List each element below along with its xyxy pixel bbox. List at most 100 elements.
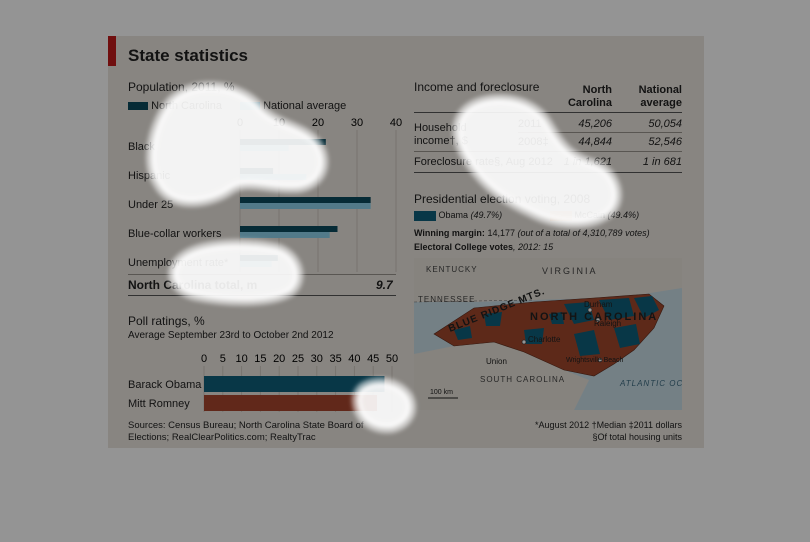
pop-tick-label: 0 [237, 117, 243, 129]
county-blue [634, 296, 659, 318]
county-blue [599, 298, 634, 320]
foreclosure-nc: 1 in 1,621 [563, 156, 612, 168]
sources-note: Sources: Census Bureau; North Carolina S… [128, 420, 364, 443]
income-nat-2011: 50,054 [648, 118, 682, 130]
poll-candidate-label: Mitt Romney [128, 398, 190, 410]
electoral-votes: Electoral College votes, 2012: 15 [414, 242, 553, 252]
nc-total-value: 9.7 [376, 278, 393, 292]
pop-tick-label: 10 [273, 117, 285, 129]
pop-bar [240, 174, 307, 180]
pop-bar [240, 226, 338, 232]
footnote-2: §Of total housing units [592, 432, 682, 442]
legend-nc-swatch [128, 102, 148, 111]
income-year-2011: 2011 [518, 118, 542, 130]
poll-tick-label: 0 [201, 353, 207, 365]
label-union: Union [486, 357, 507, 366]
label-charlotte: Charlotte [528, 335, 561, 344]
population-chart: 0 10 20 30 40 Black Hispanic Under 25 Blue-colla… [128, 117, 402, 272]
income-year-2008: 2008‡ [518, 136, 549, 148]
pop-bar [240, 232, 330, 238]
label-wilmington: Wrightsville Beach [566, 357, 624, 364]
label-scale: 100 km [430, 389, 453, 396]
county-blue [524, 328, 544, 344]
electoral-votes-value: , 2012: 15 [513, 242, 554, 252]
poll-title-suffix: , % [187, 314, 205, 328]
pop-category-label: Unemployment rate* [128, 257, 229, 269]
pop-bar [240, 197, 371, 203]
legend-obama-pct: (49.7%) [470, 210, 503, 220]
legend-mccain-pct: (49.4%) [607, 210, 640, 220]
pop-tick-label: 30 [351, 117, 363, 129]
income-nc-2008: 44,844 [578, 136, 612, 148]
poll-tick-label: 50 [386, 353, 398, 365]
poll-bar [204, 376, 385, 392]
poll-tick-label: 40 [348, 353, 360, 365]
footnote-1: *August 2012 †Median ‡2011 dollars [535, 420, 682, 430]
legend-national: National average [240, 100, 346, 112]
total-rule-bottom [128, 295, 396, 296]
label-atlantic: ATLANTIC OCEAN [619, 379, 682, 388]
legend-mccain: McCain (49.4%) [550, 210, 639, 221]
accent-bar [108, 36, 116, 66]
city-dot-charlotte [521, 339, 527, 345]
poll-title: Poll ratings, % [128, 314, 205, 328]
population-title-main: Population [128, 80, 185, 94]
income-rule-mid [518, 132, 682, 133]
pop-category-label: Blue-collar workers [128, 228, 222, 240]
label-tennessee: TENNESSEE [418, 295, 475, 304]
pop-category-label: Hispanic [128, 170, 171, 182]
income-nc-2011: 45,206 [578, 118, 612, 130]
land-north [414, 258, 682, 302]
electoral-votes-label: Electoral College votes [414, 242, 514, 252]
state-border-north [414, 299, 535, 303]
city-dot-wilmington [597, 357, 603, 363]
poll-tick-label: 25 [292, 353, 304, 365]
poll-subtitle: Average September 23rd to October 2nd 20… [128, 330, 334, 341]
foreclosure-nat: 1 in 681 [642, 156, 682, 168]
nc-map: KENTUCKY VIRGINIA TENNESSEE BLUE RIDGE M… [414, 258, 682, 410]
poll-tick-label: 35 [329, 353, 341, 365]
legend-obama-swatch [414, 210, 436, 221]
income-row-label: Household income†, $ [414, 122, 468, 147]
total-rule-top [128, 274, 396, 275]
county-blue [574, 330, 600, 356]
population-title: Population, 2011, % [128, 80, 235, 94]
income-rule-bottom [414, 172, 682, 173]
obama-counties [454, 296, 659, 356]
winning-margin-label: Winning margin: [414, 228, 485, 238]
winning-margin-note: (out of a total of 4,310,789 votes) [517, 228, 650, 238]
label-durham: Durham [584, 300, 613, 309]
poll-tick-label: 10 [235, 353, 247, 365]
county-blue [564, 302, 594, 324]
county-blue [454, 326, 472, 340]
legend-obama-label: Obama [438, 210, 469, 220]
poll-bar [204, 395, 377, 411]
winning-margin-value: 14,177 [487, 228, 515, 238]
winning-margin: Winning margin: 14,177 (out of a total o… [414, 228, 650, 238]
infographic-panel: State statistics Population, 2011, % Nor… [108, 36, 704, 448]
label-virginia: VIRGINIA [542, 266, 598, 276]
pop-category-label: Black [128, 141, 155, 153]
poll-tick-label: 5 [220, 353, 226, 365]
income-rule-2 [414, 151, 682, 152]
main-title: State statistics [128, 46, 248, 65]
county-blue [614, 324, 640, 348]
county-blue [549, 312, 564, 324]
legend-mccain-label: McCain [574, 210, 606, 220]
legend-national-swatch [240, 102, 260, 111]
pop-bar [240, 261, 272, 267]
pop-tick-label: 40 [390, 117, 402, 129]
land-south [414, 342, 589, 410]
label-nc: NORTH CAROLINA [530, 311, 658, 323]
col-national-header: National average [638, 84, 682, 109]
pop-tick-label: 20 [312, 117, 324, 129]
pop-bar [240, 145, 289, 151]
election-title: Presidential election voting, 2008 [414, 192, 591, 206]
city-dot-raleigh [595, 317, 601, 323]
city-dot-durham [587, 307, 593, 313]
legend-obama: Obama (49.7%) [414, 210, 502, 221]
poll-tick-label: 45 [367, 353, 379, 365]
legend-nc: North Carolina [128, 100, 222, 112]
county-blue [484, 312, 502, 326]
nc-total-label: North Carolina total, m [128, 278, 258, 292]
